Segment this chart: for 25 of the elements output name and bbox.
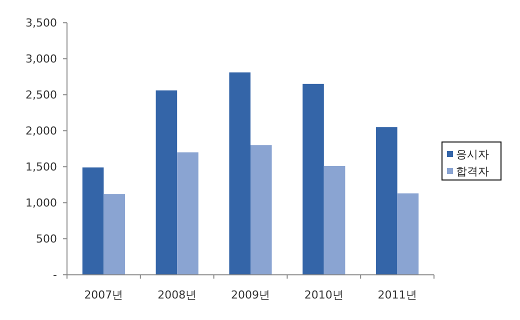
bar <box>376 127 398 275</box>
legend-label: 응시자 <box>456 148 489 161</box>
bar <box>229 72 250 275</box>
x-tick-label: 2011년 <box>378 288 417 302</box>
y-tick-label: 2,000 <box>26 124 57 138</box>
y-tick-label: 500 <box>36 232 57 246</box>
y-tick-label: 1,500 <box>26 160 57 174</box>
y-tick-label: 2,500 <box>26 88 57 102</box>
y-tick-label: 3,500 <box>26 16 57 30</box>
bar <box>82 167 104 275</box>
bar <box>104 194 125 275</box>
bar <box>302 84 324 275</box>
x-tick-label: 2007년 <box>84 288 124 302</box>
bar <box>397 193 419 275</box>
bar <box>177 152 198 275</box>
y-tick-label: - <box>53 268 58 282</box>
bar <box>156 90 178 275</box>
bar <box>250 145 272 275</box>
x-tick-label: 2008년 <box>158 288 197 302</box>
bar <box>324 166 346 275</box>
x-tick-label: 2010년 <box>304 288 344 302</box>
y-tick-label: 1,000 <box>26 196 57 210</box>
y-tick-label: 3,000 <box>26 52 57 66</box>
x-tick-label: 2009년 <box>231 288 270 302</box>
legend-label: 합격자 <box>456 165 489 178</box>
